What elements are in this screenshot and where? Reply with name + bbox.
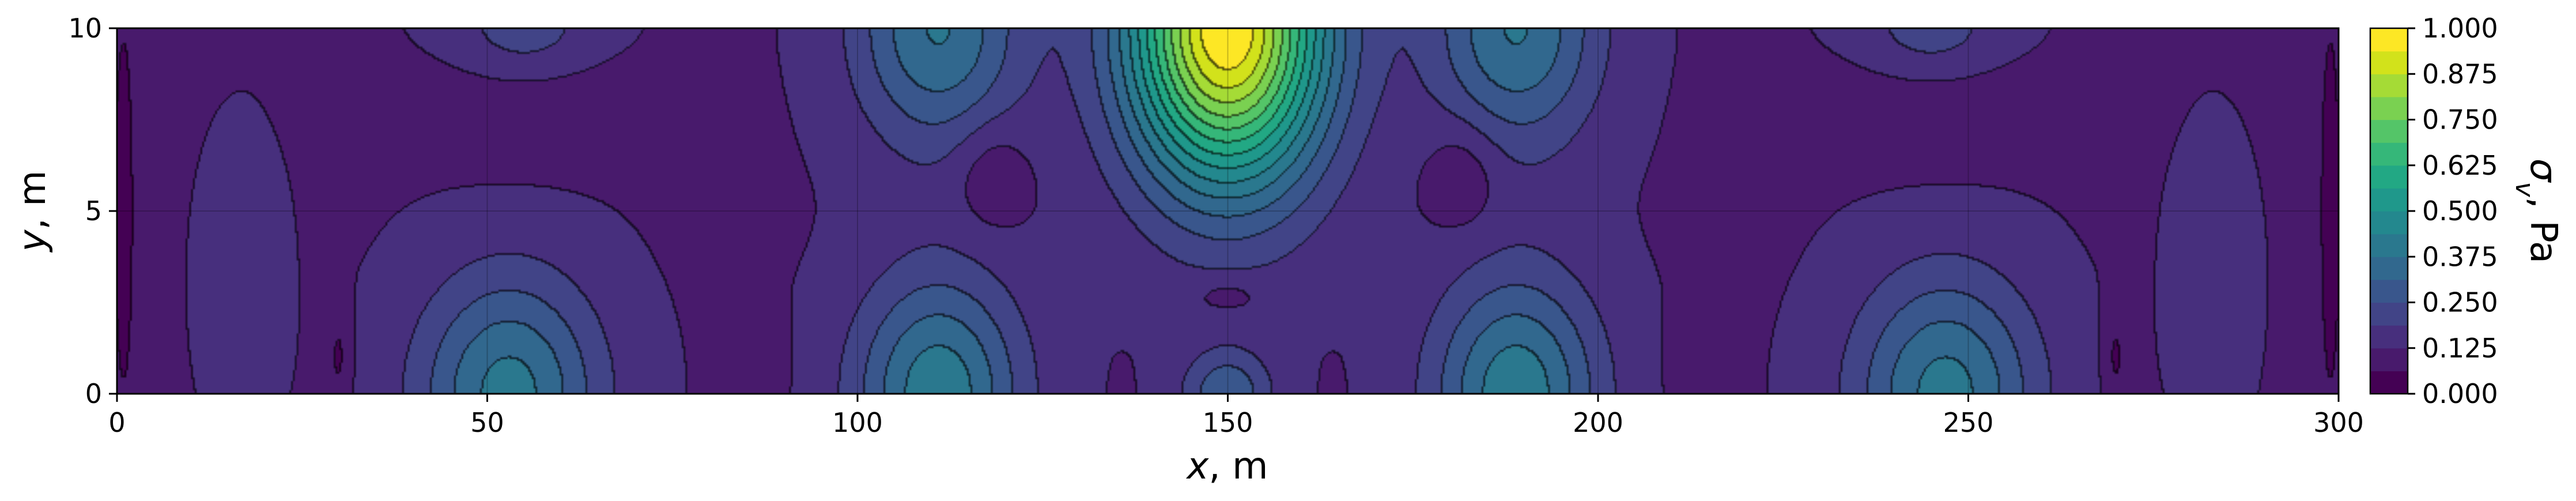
y-tick-label: 10 (68, 13, 102, 44)
colorbar-band (2370, 28, 2408, 52)
x-axis-ticks: 0 50 100 150 200 250 300 (108, 394, 2364, 438)
colorbar-band (2370, 302, 2408, 326)
colorbar-band (2370, 211, 2408, 235)
colorbar-band (2370, 348, 2408, 371)
colorbar-tick-label: 0.750 (2422, 104, 2498, 135)
colorbar-tick-label: 0.500 (2422, 195, 2498, 227)
colorbar-band (2370, 165, 2408, 189)
colorbar-tick-label: 0.125 (2422, 333, 2498, 364)
contour-raster (117, 28, 2339, 394)
colorbar-tick-label: 0.875 (2422, 58, 2498, 89)
y-tick-label: 0 (85, 378, 102, 409)
colorbar-band (2370, 279, 2408, 303)
colorbar-tick-label: 0.250 (2422, 287, 2498, 318)
colorbar-ticks: 0.000 0.125 0.250 0.375 0.500 0.625 0.750 0.875… (2408, 13, 2498, 409)
colorbar-band (2370, 96, 2408, 120)
x-axis-label: x, m (1186, 445, 1268, 488)
colorbar: 0.000 0.125 0.250 0.375 0.500 0.625 0.750 0.875… (2369, 13, 2565, 409)
contour-field (117, 28, 2339, 394)
colorbar-band (2370, 188, 2408, 212)
x-tick-label: 100 (832, 407, 883, 438)
x-tick-label: 250 (1943, 407, 1994, 438)
colorbar-label: σv, Pa (2510, 159, 2565, 263)
colorbar-band (2370, 257, 2408, 280)
x-tick-label: 300 (2313, 407, 2364, 438)
colorbar-tick-label: 0.375 (2422, 241, 2498, 272)
colorbar-tick-label: 0.625 (2422, 150, 2498, 181)
y-tick-label: 5 (85, 195, 102, 227)
colorbar-band (2370, 142, 2408, 166)
colorbar-band (2370, 74, 2408, 97)
colorbar-tick-label: 1.000 (2422, 13, 2498, 44)
colorbar-bands (2370, 28, 2408, 394)
x-tick-label: 50 (470, 407, 504, 438)
colorbar-band (2370, 371, 2408, 394)
colorbar-band (2370, 119, 2408, 143)
colorbar-band (2370, 233, 2408, 257)
y-axis-ticks: 0 5 10 (68, 13, 117, 409)
colorbar-tick-label: 0.000 (2422, 378, 2498, 409)
colorbar-band (2370, 325, 2408, 349)
x-tick-label: 0 (108, 407, 125, 438)
colorbar-band (2370, 51, 2408, 74)
x-tick-label: 200 (1573, 407, 1623, 438)
x-tick-label: 150 (1203, 407, 1253, 438)
y-axis-label: y, m (12, 171, 54, 253)
